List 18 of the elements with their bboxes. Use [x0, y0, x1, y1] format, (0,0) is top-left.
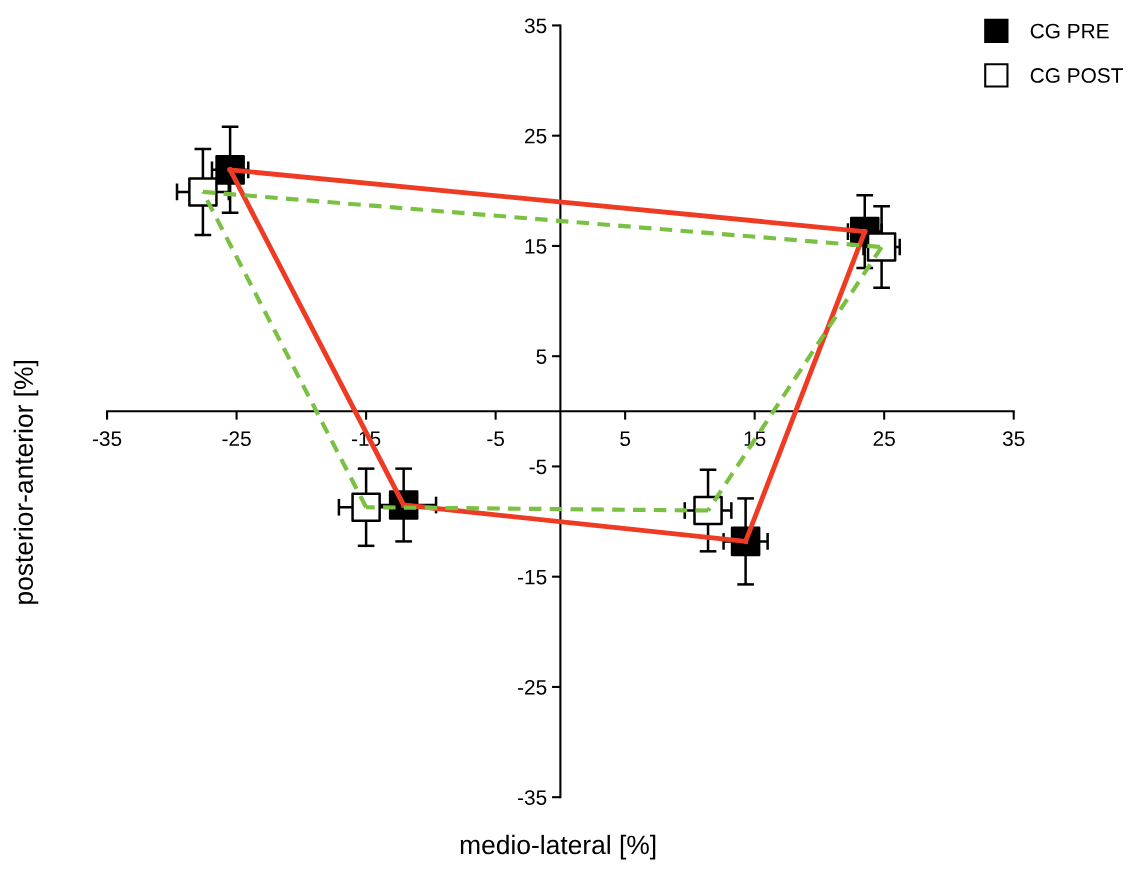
x-tick-label: 35: [1002, 431, 1025, 447]
y-tick-label: -5: [529, 459, 547, 475]
y-tick-label: 25: [525, 128, 547, 144]
y-tick-label: 5: [536, 349, 547, 364]
legend-label: CG PRE: [1030, 23, 1109, 39]
x-tick-label: 5: [620, 431, 631, 447]
y-tick-label: 35: [524, 18, 547, 34]
legend-label: CG POST: [1030, 68, 1123, 83]
x-tick-label: -5: [487, 431, 505, 447]
x-axis-title: medio-lateral [%]: [460, 834, 656, 860]
y-tick-label: -25: [518, 679, 547, 695]
x-tick-label: 25: [873, 431, 895, 447]
y-tick-label: -15: [518, 569, 547, 585]
x-tick-label: -25: [222, 431, 251, 447]
x-tick-label: -35: [92, 431, 122, 447]
y-axis-title: posterior-anterior [%]: [13, 361, 39, 604]
y-tick-label: -35: [518, 790, 547, 805]
y-tick-label: 15: [525, 239, 547, 254]
